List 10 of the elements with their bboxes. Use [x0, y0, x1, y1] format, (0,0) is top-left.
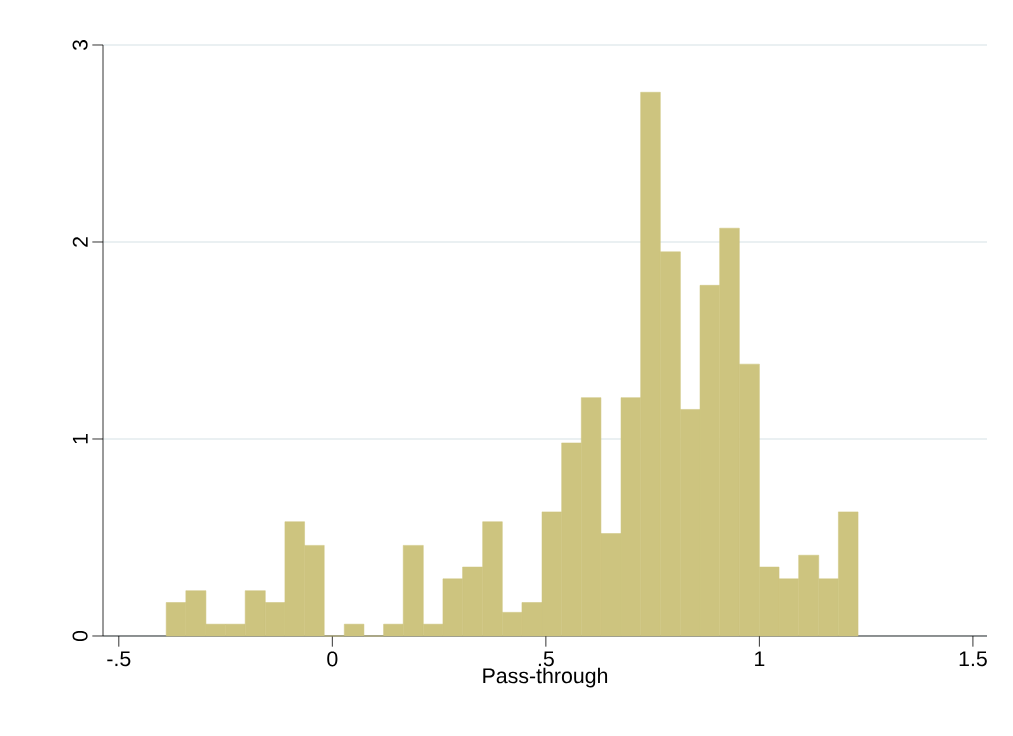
x-tick-label: 0 — [327, 651, 338, 667]
x-tick-label: 1 — [755, 651, 765, 667]
y-tick-label: 2 — [72, 237, 88, 247]
x-tick-label: -.5 — [107, 651, 131, 667]
x-tick-label: 1.5 — [959, 651, 987, 667]
y-tick-label: 0 — [72, 630, 88, 642]
x-tick-label: .5 — [538, 651, 554, 667]
y-tick-label: 3 — [72, 40, 88, 51]
y-tick-label: 1 — [72, 434, 88, 444]
x-axis-title: Pass-through — [483, 667, 608, 688]
